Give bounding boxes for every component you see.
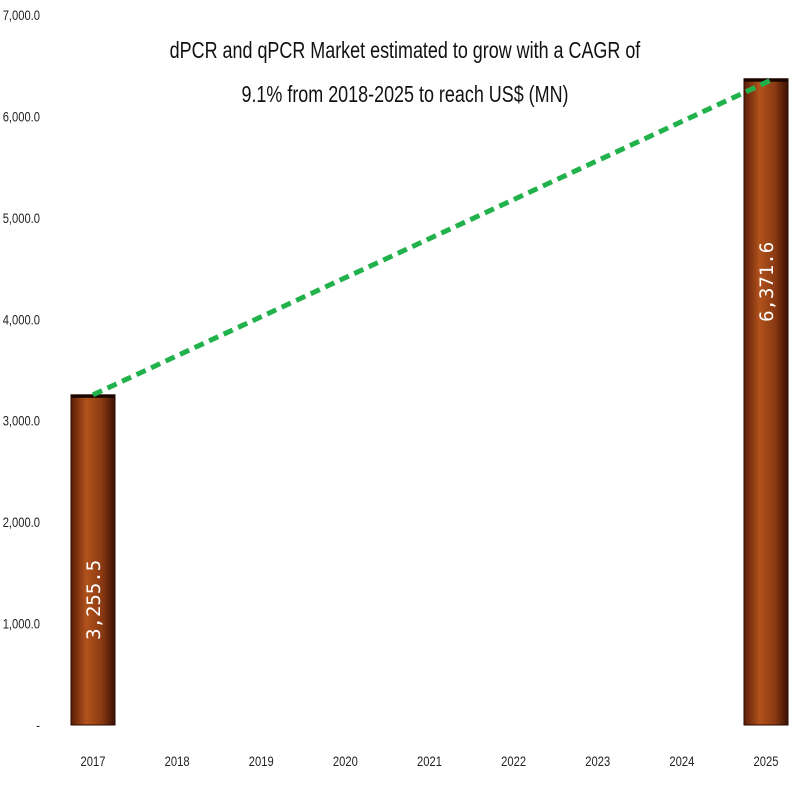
bar-data-label: 3,255.5 <box>83 560 105 640</box>
y-tick-label: 1,000.0 <box>3 616 40 631</box>
bar <box>743 78 789 726</box>
x-tick-label: 2022 <box>501 754 526 769</box>
x-tick-label: 2024 <box>669 754 694 769</box>
x-tick-label: 2019 <box>249 754 274 769</box>
y-tick-label: 7,000.0 <box>3 8 40 23</box>
bar-data-label: 6,371.6 <box>756 242 778 322</box>
y-tick-label: 6,000.0 <box>3 109 40 124</box>
x-tick-label: 2020 <box>333 754 358 769</box>
y-tick-label: 5,000.0 <box>3 211 40 226</box>
data-labels: 3,255.5 6,371.6 <box>83 242 778 640</box>
y-tick-label: 2,000.0 <box>3 515 40 530</box>
x-axis-ticks: 2017 2018 2019 2020 2021 2022 2023 2024 2025 <box>81 754 779 769</box>
x-tick-label: 2025 <box>754 754 779 769</box>
y-axis-ticks: - 1,000.0 2,000.0 3,000.0 4,000.0 5,000.0 6,00… <box>3 8 40 733</box>
x-tick-label: 2021 <box>417 754 442 769</box>
y-tick-label: 4,000.0 <box>3 312 40 327</box>
bars <box>70 78 789 726</box>
y-tick-label: 3,000.0 <box>3 414 40 429</box>
bar <box>70 394 116 726</box>
x-tick-label: 2018 <box>165 754 190 769</box>
trend-line-group <box>91 76 776 398</box>
x-tick-label: 2023 <box>585 754 610 769</box>
cagr-trend-line <box>91 76 776 398</box>
bar-top-edge <box>71 394 115 398</box>
x-tick-label: 2017 <box>81 754 106 769</box>
chart-title: dPCR and qPCR Market estimated to grow w… <box>169 37 641 107</box>
y-tick-label: - <box>36 718 40 733</box>
